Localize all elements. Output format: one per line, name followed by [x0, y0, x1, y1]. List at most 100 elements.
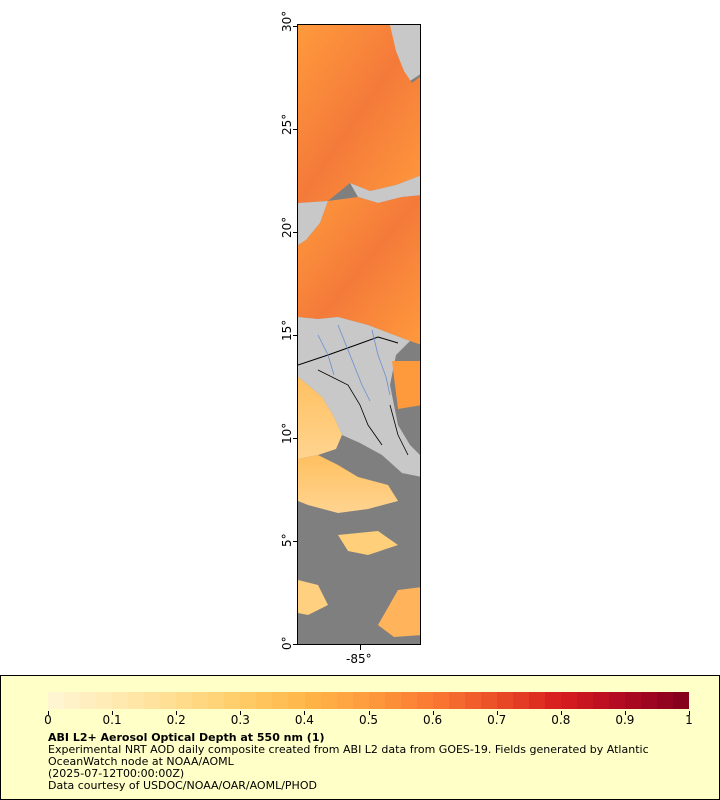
- legend-line3: (2025-07-12T00:00:00Z): [48, 767, 185, 780]
- aod-patch-south: [298, 455, 398, 513]
- lat-tick: [293, 26, 297, 27]
- colorbar-swatch: [577, 692, 594, 709]
- lat-label-30: 30°: [280, 10, 294, 32]
- colorbar-swatch: [384, 692, 401, 709]
- legend-line1: Experimental NRT AOD daily composite cre…: [48, 743, 649, 756]
- lat-label-5: 5°: [280, 533, 294, 547]
- colorbar-swatch: [464, 692, 481, 709]
- colorbar-tick: [624, 711, 626, 715]
- colorbar-swatch: [288, 692, 305, 709]
- lat-tick: [293, 644, 297, 645]
- colorbar-swatch: [528, 692, 545, 709]
- colorbar-tick: [560, 711, 562, 715]
- colorbar-swatch: [256, 692, 273, 709]
- colorbar-swatch: [176, 692, 193, 709]
- colorbar-swatch: [609, 692, 626, 709]
- legend-text: ABI L2+ Aerosol Optical Depth at 550 nm …: [48, 732, 649, 792]
- colorbar-swatch: [496, 692, 513, 709]
- river: [371, 329, 391, 396]
- colorbar-swatch: [112, 692, 129, 709]
- river: [317, 334, 335, 376]
- map-canvas: [298, 25, 420, 637]
- colorbar-tick: [689, 711, 690, 715]
- land-yucatan: [298, 201, 328, 245]
- country-border: [389, 404, 409, 456]
- colorbar: [48, 692, 690, 709]
- colorbar-swatch: [160, 692, 177, 709]
- lat-label-0: 0°: [280, 636, 294, 650]
- colorbar-swatch: [448, 692, 465, 709]
- colorbar-swatch: [192, 692, 209, 709]
- colorbar-label: 0.7: [487, 713, 507, 727]
- colorbar-swatch: [224, 692, 241, 709]
- colorbar-swatch: [480, 692, 497, 709]
- colorbar-tick: [368, 711, 370, 715]
- colorbar-tick: [432, 711, 434, 715]
- aod-patch-west: [298, 580, 328, 615]
- colorbar-swatch: [432, 692, 449, 709]
- colorbar-label: 0.1: [102, 713, 122, 727]
- colorbar-swatch: [416, 692, 433, 709]
- colorbar-swatch: [48, 692, 65, 709]
- country-border: [298, 336, 399, 366]
- colorbar-swatch: [368, 692, 385, 709]
- aod-region-pacific: [298, 377, 342, 459]
- colorbar-swatch: [593, 692, 610, 709]
- colorbar-swatch: [657, 692, 674, 709]
- lat-label-10: 10°: [280, 422, 294, 444]
- legend-line4: Data courtesy of USDOC/NOAA/OAR/AOML/PHO…: [48, 779, 317, 792]
- colorbar-tick: [496, 711, 498, 715]
- colorbar-swatch: [144, 692, 161, 709]
- colorbar-label: 0: [44, 713, 52, 727]
- aod-patch-equator: [378, 587, 420, 637]
- legend-line2: OceanWatch node at NOAA/AOML: [48, 755, 234, 768]
- colorbar-swatch: [673, 692, 690, 709]
- colorbar-swatch: [208, 692, 225, 709]
- colorbar-swatch: [272, 692, 289, 709]
- colorbar-swatch: [400, 692, 417, 709]
- colorbar-label: 0.3: [230, 713, 250, 727]
- colorbar-swatch: [336, 692, 353, 709]
- lat-label-25: 25°: [280, 113, 294, 135]
- aod-region-north: [298, 25, 420, 203]
- legend-panel: 0 0.1 0.2 0.3 0.4 0.5 0.6 0.7 0.8 0.9 1 ABI L2+ Ae…: [0, 675, 720, 800]
- lat-label-20: 20°: [280, 216, 294, 238]
- aod-patch-5n: [338, 531, 398, 555]
- aod-region-central: [298, 195, 420, 345]
- colorbar-label: 0.9: [615, 713, 635, 727]
- colorbar-swatch: [561, 692, 578, 709]
- lat-tick: [293, 232, 297, 233]
- colorbar-label: 0.5: [358, 713, 379, 727]
- colorbar-swatch: [64, 692, 81, 709]
- colorbar-tick: [304, 711, 306, 715]
- colorbar-swatch: [544, 692, 561, 709]
- river: [337, 324, 371, 402]
- lon-tick: [360, 645, 361, 650]
- lon-label: -85°: [346, 652, 372, 666]
- legend-title: ABI L2+ Aerosol Optical Depth at 550 nm …: [48, 731, 325, 744]
- lat-tick: [293, 438, 297, 439]
- colorbar-swatch: [240, 692, 257, 709]
- lat-tick: [293, 129, 297, 130]
- colorbar-swatch: [128, 692, 145, 709]
- colorbar-label: 0.6: [423, 713, 443, 727]
- land-north: [388, 25, 420, 81]
- colorbar-swatch: [320, 692, 337, 709]
- colorbar-swatch: [625, 692, 642, 709]
- colorbar-swatch: [641, 692, 658, 709]
- colorbar-tick: [240, 711, 242, 715]
- colorbar-swatch: [96, 692, 113, 709]
- colorbar-tick: [112, 711, 114, 715]
- colorbar-label: 0.2: [166, 713, 186, 727]
- colorbar-swatch: [80, 692, 97, 709]
- colorbar-tick: [176, 711, 178, 715]
- colorbar-swatch: [304, 692, 321, 709]
- colorbar-label: 0.4: [294, 713, 314, 727]
- country-border: [317, 369, 383, 446]
- land-strip: [350, 175, 420, 203]
- colorbar-tick: [48, 711, 49, 715]
- lat-label-15: 15°: [280, 319, 294, 341]
- aod-map: [297, 24, 421, 645]
- lat-tick: [293, 541, 297, 542]
- colorbar-label: 0.8: [551, 713, 571, 727]
